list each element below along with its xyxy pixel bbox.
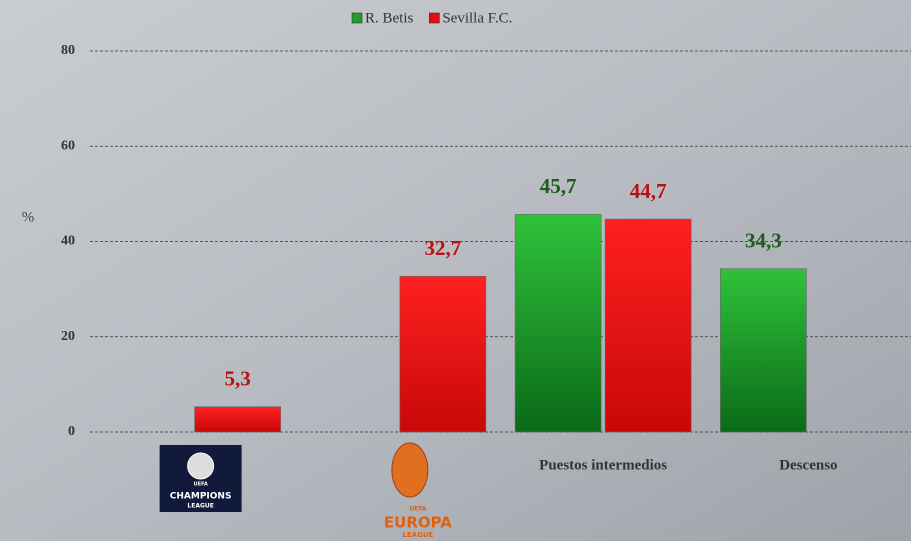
logo-text: UEFA — [409, 506, 426, 513]
bar — [400, 276, 486, 432]
bar — [720, 269, 806, 432]
y-tick-label: 20 — [61, 329, 75, 344]
y-tick-label: 0 — [68, 424, 75, 439]
value-label: 5,3 — [225, 367, 251, 391]
bar — [195, 407, 281, 432]
logo-text: CHAMPIONS — [170, 492, 232, 502]
logo-text: LEAGUE — [187, 503, 213, 510]
logo-ball — [188, 453, 214, 479]
value-label: 44,7 — [630, 179, 667, 203]
legend-swatch — [429, 13, 439, 23]
value-label: 32,7 — [425, 236, 462, 260]
page: {"chart_data": {"type": "bar", "y_label"… — [0, 0, 911, 541]
logo-text: EUROPA — [384, 514, 452, 532]
legend-label: R. Betis — [365, 10, 414, 26]
logo-text: UEFA — [194, 482, 208, 488]
y-axis-label: % — [22, 209, 35, 225]
legend-label: Sevilla F.C. — [442, 10, 512, 26]
y-tick-label: 80 — [61, 43, 75, 58]
value-label: 34,3 — [745, 228, 782, 252]
bar — [605, 219, 691, 432]
y-tick-label: 40 — [61, 234, 75, 249]
x-tick-label: Puestos intermedios — [539, 457, 667, 473]
chart: % 0 20 40 60 80 R. Betis Sevilla F.C. UEFA CHAMP… — [0, 0, 911, 541]
legend-swatch — [352, 13, 362, 23]
logo-ball — [392, 443, 428, 497]
value-label: 45,7 — [540, 174, 577, 198]
x-tick-label: Descenso — [779, 457, 837, 473]
logo-text: LEAGUE — [402, 531, 433, 539]
bar — [515, 214, 601, 432]
y-tick-label: 60 — [61, 138, 75, 153]
